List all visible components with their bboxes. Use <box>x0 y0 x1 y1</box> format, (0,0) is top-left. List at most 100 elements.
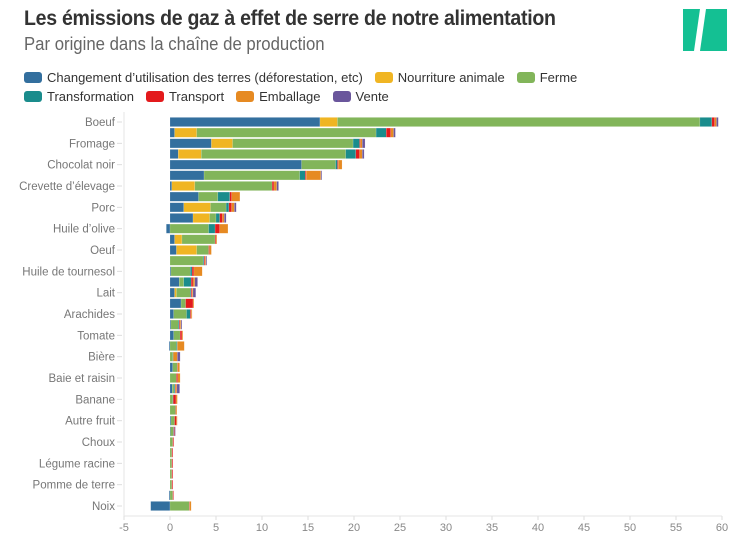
bar-segment <box>215 213 220 223</box>
bar-segment <box>175 394 178 405</box>
bar-segment <box>177 373 181 383</box>
bar-segment <box>169 383 173 394</box>
bar-segment <box>169 202 185 213</box>
legend-swatch <box>332 91 351 102</box>
y-category-label: Boeuf <box>85 117 116 129</box>
legend-item-farm[interactable]: Ferme <box>516 70 577 85</box>
bar-segment <box>716 117 719 127</box>
bar-segment <box>169 138 212 149</box>
y-category-label: Lait <box>96 288 115 300</box>
bar-segment <box>217 191 230 202</box>
x-tick-label: 45 <box>578 522 590 534</box>
y-category-label: Tomate <box>77 330 115 342</box>
bar-segment <box>219 223 229 234</box>
x-tick-label: -5 <box>119 522 129 534</box>
y-category-label: Légume racine <box>39 458 115 470</box>
bar-segment <box>319 117 338 127</box>
legend-item-transport[interactable]: Transport <box>145 89 224 104</box>
bar-segment <box>169 447 173 458</box>
legend-swatch <box>24 91 42 102</box>
bar-segment <box>169 277 180 287</box>
bar-segment <box>215 234 218 245</box>
bar-segment <box>338 159 343 170</box>
bar-segment <box>203 170 300 181</box>
bar-segment <box>178 277 184 287</box>
bar-segment <box>208 223 216 234</box>
bar-segment <box>393 127 396 138</box>
bar-segment <box>192 277 196 287</box>
bar-segment <box>171 458 173 469</box>
bar-segment <box>171 447 173 458</box>
y-category-label: Banane <box>75 394 115 406</box>
bar-segment <box>190 266 193 277</box>
bar-segment <box>320 170 323 181</box>
bar-segment <box>231 191 241 202</box>
bar-segment <box>170 319 179 330</box>
bar-segment <box>194 277 198 287</box>
bar-segment <box>276 181 279 191</box>
bar-segment <box>355 149 360 159</box>
bar-segment <box>176 245 197 255</box>
x-tick-label: 15 <box>302 522 314 534</box>
bar-segment <box>196 245 209 255</box>
bar-segment <box>192 298 195 309</box>
bar-segment <box>711 117 715 127</box>
bar-segment <box>173 330 181 341</box>
bar-segment <box>175 383 178 394</box>
bar-segment <box>169 127 175 138</box>
legend-item-processing[interactable]: Transformation <box>24 89 134 104</box>
bar-segment <box>232 138 354 149</box>
bar-segment <box>185 298 194 309</box>
bar-segment <box>174 234 183 245</box>
x-tick-label: 40 <box>532 522 544 534</box>
bar-segment <box>345 149 357 159</box>
bar-segment <box>209 213 217 223</box>
legend-item-retail[interactable]: Vente <box>332 89 389 104</box>
bar-segment <box>192 213 210 223</box>
bar-segment <box>211 138 233 149</box>
bar-segment <box>305 170 322 181</box>
bar-segment <box>169 351 173 362</box>
bar-segment <box>301 159 336 170</box>
bar-segment <box>176 415 178 426</box>
bar-segment <box>173 351 178 362</box>
y-category-label: Baie et raisin <box>49 373 115 385</box>
bar-segment <box>169 255 204 266</box>
bar-segment <box>174 127 197 138</box>
bar-segment <box>228 202 232 213</box>
legend-item-packaging[interactable]: Emballage <box>236 89 321 104</box>
bar-segment <box>229 191 232 202</box>
bar-segment <box>169 437 173 447</box>
legend-item-animal-feed[interactable]: Nourriture animale <box>374 70 505 85</box>
bar-segment <box>169 479 173 490</box>
bar-segment <box>176 287 191 298</box>
bar-segment <box>179 330 183 341</box>
legend-item-land-use[interactable]: Changement d’utilisation des terres (déf… <box>24 70 363 85</box>
bar-segment <box>181 330 184 341</box>
bar-segment <box>180 319 183 330</box>
x-tick-label: 50 <box>624 522 636 534</box>
legend-swatch <box>374 72 393 83</box>
legend-label: Transformation <box>47 89 134 104</box>
legend-swatch <box>145 91 164 102</box>
bar-segment <box>198 191 219 202</box>
y-category-label: Autre fruit <box>65 416 116 428</box>
bar-segment <box>224 213 227 223</box>
bar-segment <box>362 149 365 159</box>
y-category-label: Fromage <box>69 138 115 150</box>
bar-segment <box>169 362 173 373</box>
bar-segment <box>177 362 180 373</box>
bar-segment <box>169 394 173 405</box>
bar-segment <box>273 181 277 191</box>
x-tick-label: 35 <box>486 522 498 534</box>
bar-segment <box>699 117 713 127</box>
y-category-label: Huile de tournesol <box>22 266 115 278</box>
bar-segment <box>169 501 190 511</box>
bar-segment <box>210 202 227 213</box>
x-tick-label: 20 <box>348 522 360 534</box>
bar-segment <box>170 266 191 277</box>
bar-segment <box>173 426 175 437</box>
y-category-label: Crevette d’élevage <box>19 181 115 193</box>
bar-segment <box>166 223 171 234</box>
